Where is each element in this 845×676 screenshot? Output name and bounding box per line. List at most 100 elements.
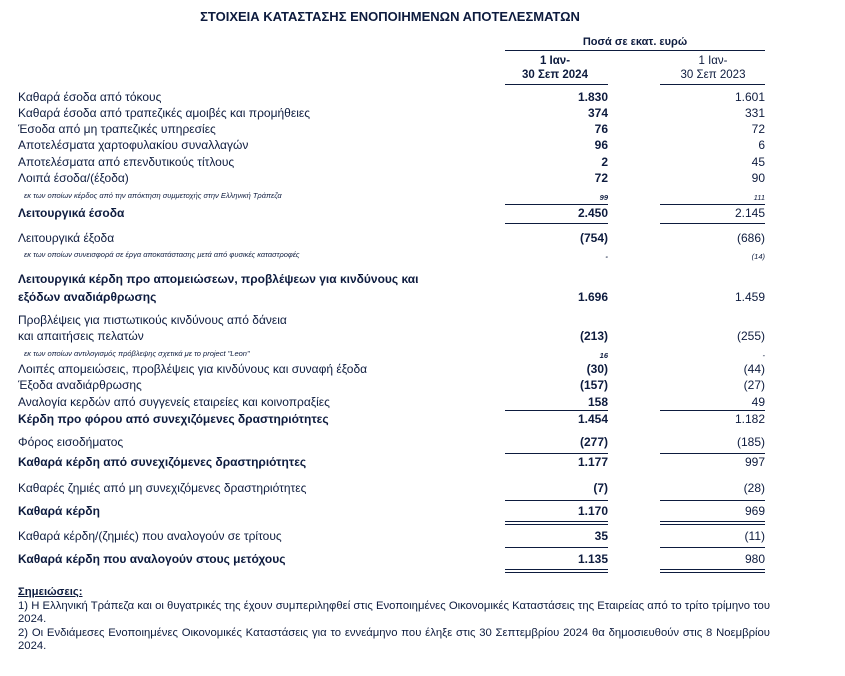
rule xyxy=(660,524,765,525)
value-2023: 969 xyxy=(744,504,765,518)
rule xyxy=(505,453,608,454)
row-label: Αποτελέσματα από επενδυτικούς τίτλους xyxy=(18,155,235,169)
value-2024: 1.830 xyxy=(577,90,608,104)
value-2023: 6 xyxy=(758,138,765,152)
rule xyxy=(505,547,608,548)
note-label: εκ των οποίων συνεισφορά σε έργα αποκατά… xyxy=(24,250,300,259)
value-2024: - xyxy=(605,252,609,261)
row-label: Καθαρά έσοδα από τραπεζικές αμοιβές και … xyxy=(18,106,310,120)
row-label: Αποτελέσματα χαρτοφυλακίου συναλλαγών xyxy=(18,138,249,152)
value-2023: 2.145 xyxy=(734,206,765,220)
rule xyxy=(505,569,608,570)
row-label: Καθαρές ζημιές από μη συνεχιζόμενες δρασ… xyxy=(18,481,307,495)
note: 1) Η Ελληνική Τράπεζα και οι θυγατρικές … xyxy=(18,599,770,626)
value-2024: (213) xyxy=(579,329,608,343)
value-2023: 49 xyxy=(751,395,765,409)
notes: Σημειώσεις: 1) Η Ελληνική Τράπεζα και οι… xyxy=(18,586,770,654)
value-2023: 72 xyxy=(751,122,765,136)
row-label: Λειτουργικά έξοδα xyxy=(18,231,115,245)
value-2023: 980 xyxy=(744,552,765,566)
value-2023: 1.601 xyxy=(734,90,765,104)
row-label: Λειτουργικά κέρδη προ απομειώσεων, προβλ… xyxy=(18,272,419,286)
value-2024: (277) xyxy=(579,435,608,449)
value-2024: (754) xyxy=(579,231,608,245)
value-2023: (27) xyxy=(743,378,765,392)
rule xyxy=(660,500,765,501)
rule xyxy=(660,223,765,224)
value-2023: (28) xyxy=(743,481,765,495)
note-label: εκ των οποίων αντιλογισμός πρόβλεψης σχε… xyxy=(24,349,250,358)
rule xyxy=(660,410,765,411)
row-label: εξόδων αναδιάρθρωσης xyxy=(18,290,157,304)
row-label: Λοιπά έσοδα/(έξοδα) xyxy=(18,171,129,185)
column-header: 30 Σεπ 2023 xyxy=(680,69,746,81)
rule xyxy=(660,521,765,522)
rule xyxy=(660,84,765,85)
value-2024: 35 xyxy=(594,529,608,543)
value-2024: 2.450 xyxy=(577,206,608,220)
row-label: Αναλογία κερδών από συγγενείς εταιρείες … xyxy=(18,395,330,409)
rule xyxy=(505,204,608,205)
rule xyxy=(505,223,608,224)
value-2023: (255) xyxy=(736,329,765,343)
value-2024: 1.454 xyxy=(577,412,608,426)
value-2023: 111 xyxy=(753,193,765,202)
row-label: Λοιπές απομειώσεις, προβλέψεις για κινδύ… xyxy=(18,362,368,376)
value-2024: 99 xyxy=(599,193,608,202)
value-2024: 76 xyxy=(594,122,608,136)
value-2024: 1.696 xyxy=(577,290,608,304)
row-label: Καθαρά κέρδη από συνεχιζόμενες δραστηριό… xyxy=(18,455,307,469)
value-2023: (686) xyxy=(736,231,765,245)
column-header: 1 Ιαν- xyxy=(539,55,571,67)
row-label: Φόρος εισοδήματος xyxy=(18,435,124,449)
rule xyxy=(660,453,765,454)
value-2024: 96 xyxy=(594,138,608,152)
row-label: και απαιτήσεις πελατών xyxy=(18,329,144,343)
value-2023: 997 xyxy=(744,455,765,469)
row-label: Καθαρά κέρδη xyxy=(18,504,100,518)
rule xyxy=(505,524,608,525)
value-2023: (185) xyxy=(736,435,765,449)
rule xyxy=(505,572,608,573)
rule xyxy=(660,569,765,570)
unit-header: Ποσά σε εκατ. ευρώ xyxy=(582,36,688,48)
notes-title: Σημειώσεις: xyxy=(18,586,83,598)
value-2023: 45 xyxy=(751,155,765,169)
row-label: Λειτουργικά έσοδα xyxy=(18,206,125,220)
value-2023: 331 xyxy=(744,106,765,120)
column-header: 1 Ιαν- xyxy=(698,55,728,67)
rule xyxy=(505,50,765,51)
row-label: Προβλέψεις για πιστωτικούς κινδύνους από… xyxy=(18,313,287,327)
row-label: Έσοδα από μη τραπεζικές υπηρεσίες xyxy=(18,122,216,136)
value-2024: (30) xyxy=(586,362,608,376)
row-label: Καθαρά έσοδα από τόκους xyxy=(18,90,162,104)
value-2023: (14) xyxy=(751,252,765,261)
value-2023: - xyxy=(762,351,766,360)
value-2024: 72 xyxy=(594,171,608,185)
row-label: Καθαρά κέρδη/(ζημιές) που αναλογούν σε τ… xyxy=(18,529,282,543)
note: 2) Οι Ενδιάμεσες Ενοποιημένες Οικονομικέ… xyxy=(18,626,770,653)
rule xyxy=(660,572,765,573)
rule xyxy=(505,410,608,411)
value-2023: 90 xyxy=(751,171,765,185)
value-2024: (7) xyxy=(593,481,608,495)
rule xyxy=(660,204,765,205)
value-2024: 16 xyxy=(599,351,608,360)
row-label: Κέρδη προ φόρου από συνεχιζόμενες δραστη… xyxy=(18,412,329,426)
rule xyxy=(505,500,608,501)
value-2023: 1.182 xyxy=(734,412,765,426)
rule xyxy=(505,521,608,522)
row-label: Καθαρά κέρδη που αναλογούν στους μετόχου… xyxy=(18,552,286,566)
note-label: εκ των οποίων κέρδος από την απόκτηση συ… xyxy=(24,191,282,200)
rule xyxy=(660,547,765,548)
value-2023: 1.459 xyxy=(734,290,765,304)
value-2023: (11) xyxy=(744,529,765,543)
rule xyxy=(505,84,608,85)
value-2024: 1.177 xyxy=(577,455,608,469)
value-2024: 158 xyxy=(587,395,608,409)
value-2023: (44) xyxy=(743,362,765,376)
row-label: Έξοδα αναδιάρθρωσης xyxy=(18,378,142,392)
value-2024: 2 xyxy=(601,155,608,169)
value-2024: (157) xyxy=(579,378,608,392)
